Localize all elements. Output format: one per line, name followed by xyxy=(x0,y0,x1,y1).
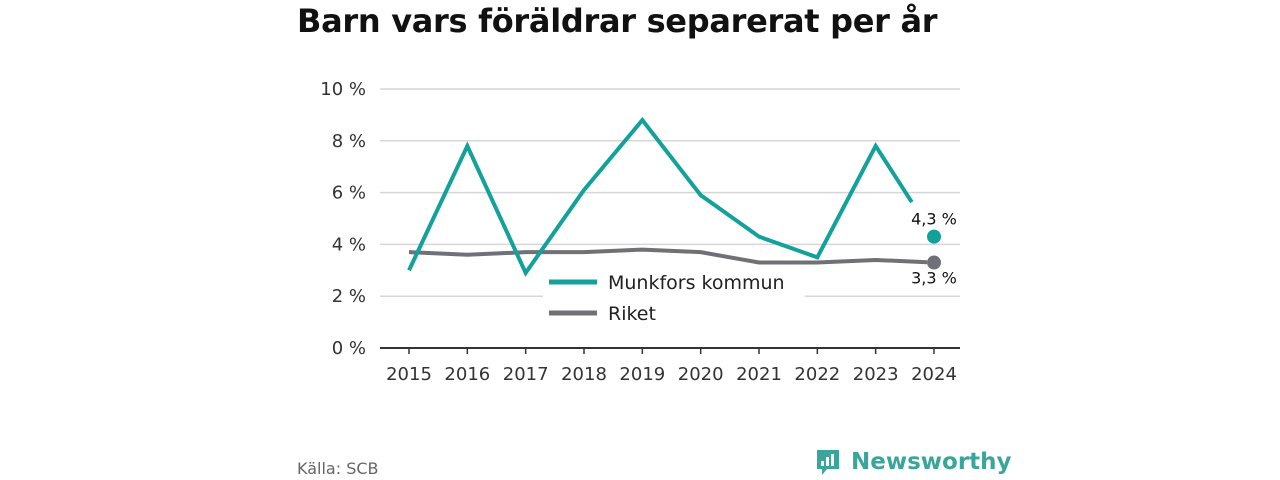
legend-label: Munkfors kommun xyxy=(608,272,785,294)
x-tick-label: 2023 xyxy=(853,364,899,385)
legend-background xyxy=(543,266,805,328)
newsworthy-logo-icon xyxy=(817,450,839,475)
y-tick-label: 8 % xyxy=(332,131,366,152)
source-note: Källa: SCB xyxy=(297,459,379,478)
x-tick-label: 2016 xyxy=(444,364,490,385)
series-end-marker-munkfors xyxy=(927,229,941,244)
end-labels: 4,3 % 3,3 % xyxy=(911,210,957,288)
brand-name: Newsworthy xyxy=(851,449,1012,475)
x-tick-label: 2020 xyxy=(678,364,724,385)
series-line-munkfors xyxy=(407,116,914,277)
x-tick-label: 2022 xyxy=(794,364,840,385)
y-tick-label: 4 % xyxy=(332,234,366,255)
series-lines xyxy=(407,116,941,277)
x-tick-label: 2024 xyxy=(911,364,957,385)
brand-logo: Newsworthy xyxy=(815,446,1012,478)
grid-lines xyxy=(380,88,960,297)
x-tick-label: 2017 xyxy=(503,364,549,385)
chart-title: Barn vars föräldrar separerat per år xyxy=(297,2,938,40)
legend-label: Riket xyxy=(608,303,656,325)
end-label-riket: 3,3 % xyxy=(911,269,957,288)
end-label-munkfors: 4,3 % xyxy=(911,210,957,229)
legend: Munkfors kommun Riket xyxy=(543,266,805,328)
series-end-marker-riket xyxy=(927,255,941,270)
y-tick-label: 10 % xyxy=(320,79,366,100)
x-tick-label: 2019 xyxy=(619,364,665,385)
y-tick-label: 0 % xyxy=(332,338,366,359)
x-tick-label: 2021 xyxy=(736,364,782,385)
y-tick-label: 2 % xyxy=(332,286,366,307)
y-tick-label: 6 % xyxy=(332,183,366,204)
series-line-riket xyxy=(408,247,928,265)
x-tick-label: 2015 xyxy=(386,364,432,385)
line-chart: 0 % 2 % 4 % 6 % 8 % 10 % 2015 2016 2017 2018 2019… xyxy=(320,79,960,385)
x-axis: 2015 2016 2017 2018 2019 2020 2021 2022 2023 2024 xyxy=(380,347,960,385)
y-axis-ticks: 0 % 2 % 4 % 6 % 8 % 10 % xyxy=(320,79,366,359)
x-tick-label: 2018 xyxy=(561,364,607,385)
